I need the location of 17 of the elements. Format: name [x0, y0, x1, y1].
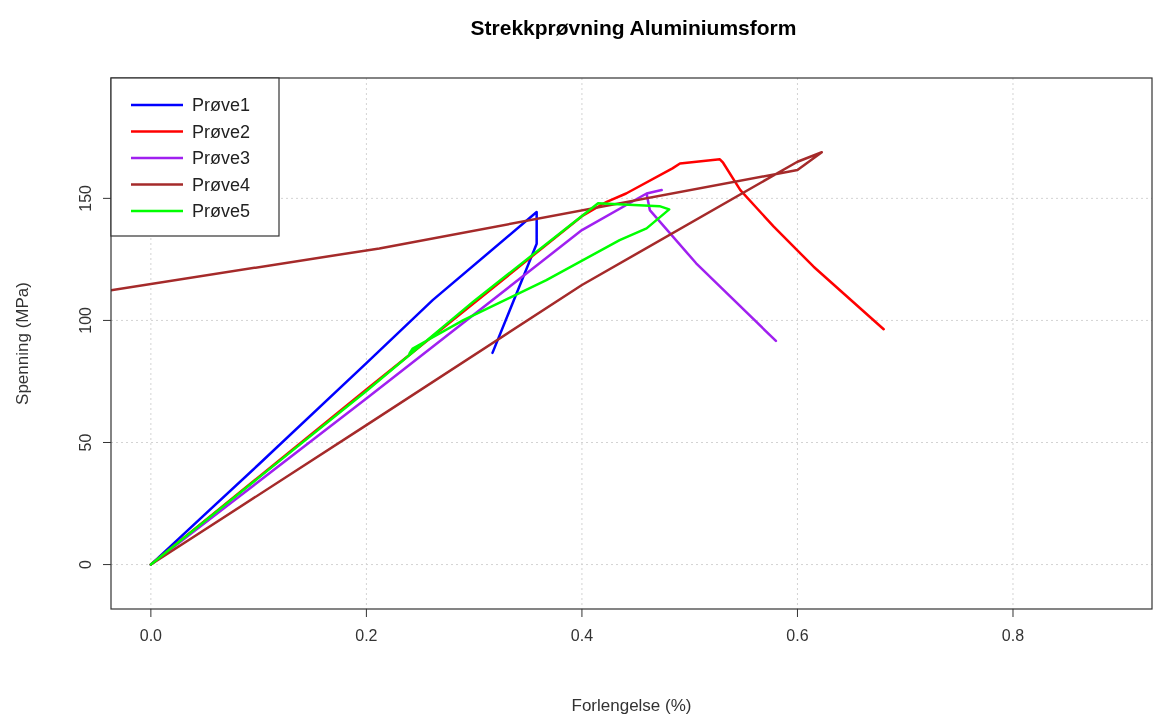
x-tick-label: 0.8 [1001, 627, 1025, 644]
x-tick-label: 0.0 [139, 627, 163, 644]
y-tick-label: 150 [77, 184, 94, 212]
x-axis-title: Forlengelse (%) [571, 696, 692, 715]
x-tick-label: 0.2 [355, 627, 378, 644]
legend-label: Prøve2 [192, 121, 251, 142]
x-tick-label: 0.6 [786, 627, 809, 644]
legend-label: Prøve5 [192, 201, 251, 221]
y-tick-label: 0 [77, 560, 94, 570]
legend-label: Prøve3 [192, 148, 251, 168]
x-tick-label: 0.4 [570, 627, 594, 644]
y-tick-label: 50 [77, 433, 94, 452]
legend-label: Prøve1 [192, 95, 251, 115]
legend-label: Prøve4 [192, 174, 251, 195]
y-tick-label: 100 [77, 306, 94, 334]
y-axis-title: Spenning (MPa) [13, 282, 32, 405]
chart-title: Strekkprøvning Aluminiumsform [470, 16, 797, 39]
